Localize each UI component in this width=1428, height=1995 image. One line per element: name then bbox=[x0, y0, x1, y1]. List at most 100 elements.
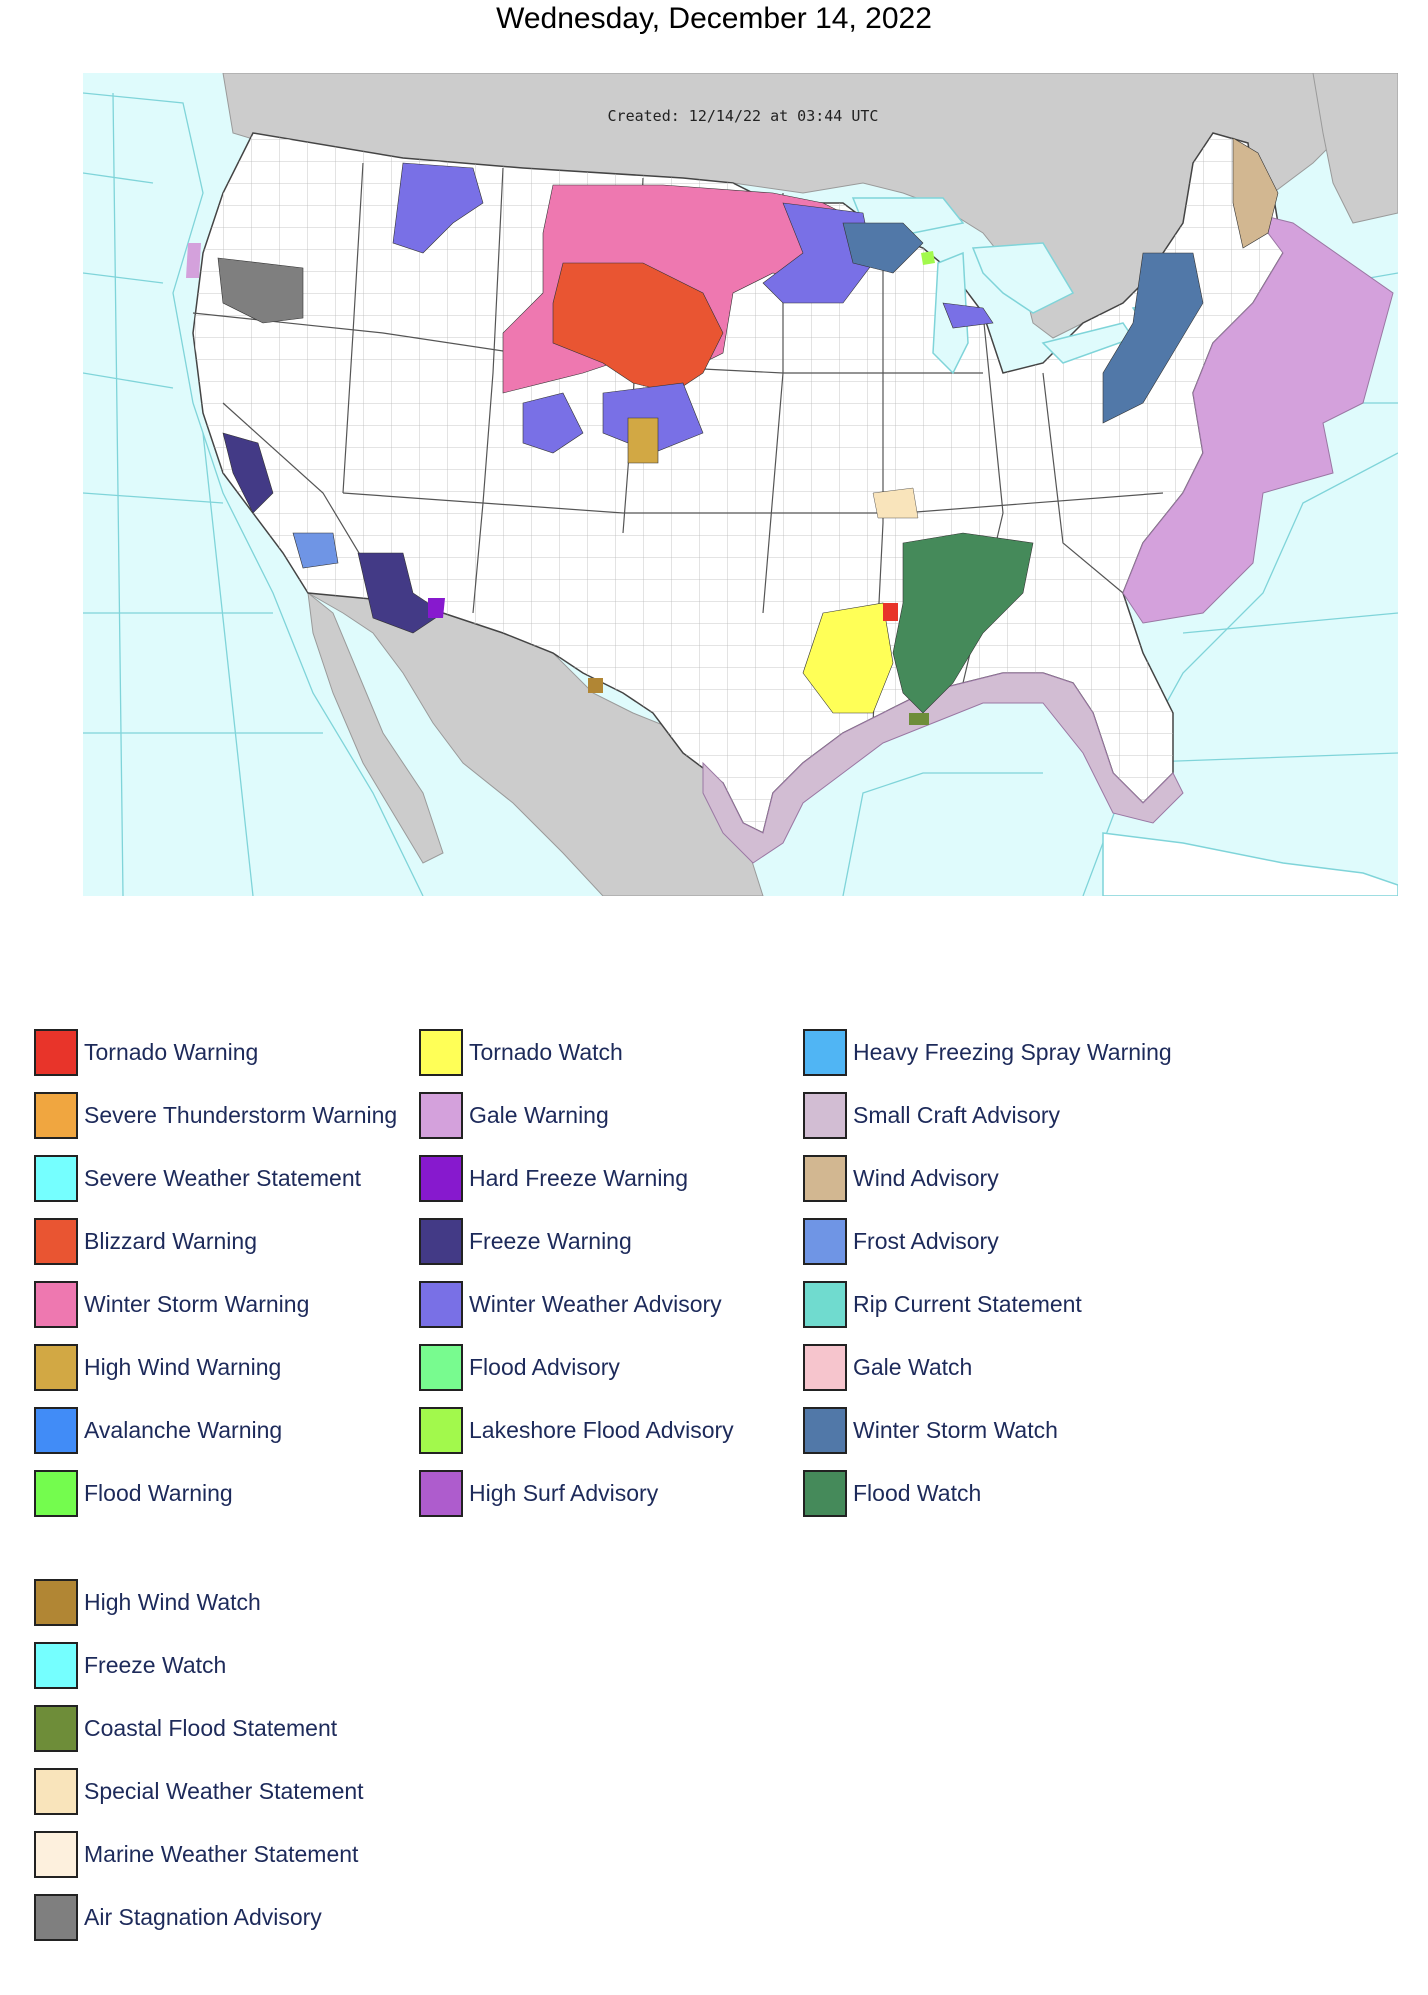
legend-swatch bbox=[34, 1217, 78, 1265]
baja-peninsula bbox=[307, 591, 444, 864]
legend-label: Flood Advisory bbox=[469, 1353, 620, 1380]
page-title: Wednesday, December 14, 2022 bbox=[496, 2, 932, 35]
legend-label: Gale Warning bbox=[469, 1101, 609, 1128]
air-stagnation-advisory-or bbox=[217, 257, 304, 324]
cuba-islands bbox=[1102, 832, 1398, 896]
legend-item: Flood Watch bbox=[803, 1469, 981, 1517]
legend-item: Special Weather Statement bbox=[34, 1767, 364, 1815]
legend-swatch bbox=[419, 1469, 463, 1517]
legend-item: High Wind Warning bbox=[34, 1343, 281, 1391]
tornado-warning-region bbox=[883, 603, 898, 621]
gale-warning-atlantic bbox=[1122, 212, 1394, 624]
special-weather-statement-ks bbox=[872, 487, 919, 519]
legend-swatch bbox=[34, 1704, 78, 1752]
legend-swatch bbox=[419, 1091, 463, 1139]
legend-item: Coastal Flood Statement bbox=[34, 1704, 337, 1752]
legend-item: Winter Storm Warning bbox=[34, 1280, 309, 1328]
legend-item: Rip Current Statement bbox=[803, 1280, 1082, 1328]
legend-item: Small Craft Advisory bbox=[803, 1091, 1060, 1139]
legend-item: Flood Advisory bbox=[419, 1343, 620, 1391]
legend-swatch bbox=[803, 1343, 847, 1391]
gulf-coast-marine bbox=[702, 672, 1184, 864]
created-timestamp: Created: 12/14/22 at 03:44 UTC bbox=[608, 107, 879, 125]
legend-swatch bbox=[803, 1280, 847, 1328]
legend-swatch bbox=[34, 1893, 78, 1941]
flood-watch-region bbox=[892, 532, 1034, 714]
legend-item: Flood Warning bbox=[34, 1469, 233, 1517]
legend-label: Frost Advisory bbox=[853, 1227, 999, 1254]
legend-item: Lakeshore Flood Advisory bbox=[419, 1406, 734, 1454]
legend-swatch bbox=[34, 1830, 78, 1878]
legend-label: Special Weather Statement bbox=[84, 1777, 364, 1804]
legend-item: Blizzard Warning bbox=[34, 1217, 257, 1265]
lakeshore-flood-advisory-mi bbox=[921, 251, 935, 265]
legend-label: Gale Watch bbox=[853, 1353, 973, 1380]
legend-label: Coastal Flood Statement bbox=[84, 1714, 338, 1741]
legend-swatch bbox=[34, 1091, 78, 1139]
legend-item: Marine Weather Statement bbox=[34, 1830, 358, 1878]
legend-label: Tornado Watch bbox=[469, 1038, 623, 1065]
legend-item: Severe Thunderstorm Warning bbox=[34, 1091, 397, 1139]
legend-label: Avalanche Warning bbox=[84, 1416, 283, 1443]
legend-swatch bbox=[803, 1406, 847, 1454]
legend-item: Gale Watch bbox=[803, 1343, 972, 1391]
legend-item: Freeze Warning bbox=[419, 1217, 632, 1265]
legend-swatch bbox=[803, 1469, 847, 1517]
gale-warning-pacific bbox=[186, 243, 201, 278]
legend-label: Marine Weather Statement bbox=[84, 1840, 359, 1867]
legend-label: Winter Weather Advisory bbox=[469, 1290, 722, 1317]
legend-item: Winter Storm Watch bbox=[803, 1406, 1058, 1454]
legend-label: High Wind Watch bbox=[84, 1588, 261, 1615]
legend-swatch bbox=[34, 1641, 78, 1689]
legend-label: Lakeshore Flood Advisory bbox=[469, 1416, 734, 1443]
legend-item: Heavy Freezing Spray Warning bbox=[803, 1028, 1172, 1076]
legend-item: Winter Weather Advisory bbox=[419, 1280, 722, 1328]
legend-swatch bbox=[803, 1091, 847, 1139]
legend-item: High Surf Advisory bbox=[419, 1469, 658, 1517]
legend-item: Wind Advisory bbox=[803, 1154, 999, 1202]
legend-label: Freeze Warning bbox=[469, 1227, 632, 1254]
legend-swatch bbox=[419, 1406, 463, 1454]
weather-alerts-map[interactable]: Created: 12/14/22 at 03:44 UTC bbox=[83, 73, 1398, 896]
hard-freeze-warning-az bbox=[428, 598, 445, 618]
legend-swatch bbox=[803, 1154, 847, 1202]
legend-swatch bbox=[419, 1280, 463, 1328]
winter-weather-advisory-wi bbox=[942, 302, 994, 329]
legend-swatch bbox=[34, 1280, 78, 1328]
legend-swatch bbox=[419, 1154, 463, 1202]
freeze-warning-ca bbox=[222, 432, 274, 514]
winter-storm-watch-mi bbox=[842, 222, 924, 274]
legend-swatch bbox=[34, 1767, 78, 1815]
legend-label: High Wind Warning bbox=[84, 1353, 282, 1380]
legend-swatch bbox=[803, 1028, 847, 1076]
legend-label: Tornado Warning bbox=[84, 1038, 259, 1065]
legend-swatch bbox=[34, 1406, 78, 1454]
greenland-coast bbox=[1312, 73, 1398, 224]
legend-label: Winter Storm Warning bbox=[84, 1290, 310, 1317]
legend-item: Frost Advisory bbox=[803, 1217, 999, 1265]
legend-swatch bbox=[419, 1028, 463, 1076]
legend-swatch bbox=[34, 1578, 78, 1626]
legend-swatch bbox=[419, 1217, 463, 1265]
legend-label: Freeze Watch bbox=[84, 1651, 227, 1678]
high-wind-watch-tx bbox=[588, 678, 603, 693]
map-canvas: Created: 12/14/22 at 03:44 UTC bbox=[83, 73, 1398, 896]
legend-item: Gale Warning bbox=[419, 1091, 609, 1139]
legend-label: Flood Watch bbox=[853, 1479, 982, 1506]
legend-label: Severe Thunderstorm Warning bbox=[84, 1101, 398, 1128]
legend-label: Severe Weather Statement bbox=[84, 1164, 361, 1191]
legend-label: Wind Advisory bbox=[853, 1164, 999, 1191]
legend-swatch bbox=[34, 1469, 78, 1517]
legend-item: Hard Freeze Warning bbox=[419, 1154, 688, 1202]
legend-item: Tornado Warning bbox=[34, 1028, 258, 1076]
legend-item: Avalanche Warning bbox=[34, 1406, 282, 1454]
legend-swatch bbox=[34, 1154, 78, 1202]
legend-label: Hard Freeze Warning bbox=[469, 1164, 689, 1191]
frost-advisory-ca bbox=[292, 532, 339, 569]
winter-weather-advisory-co bbox=[522, 392, 584, 454]
coastal-flood-statement-ms bbox=[909, 713, 929, 725]
legend-item: Severe Weather Statement bbox=[34, 1154, 361, 1202]
legend-swatch bbox=[803, 1217, 847, 1265]
high-wind-warning-ne bbox=[627, 417, 659, 464]
wind-advisory-maine bbox=[1232, 137, 1279, 249]
